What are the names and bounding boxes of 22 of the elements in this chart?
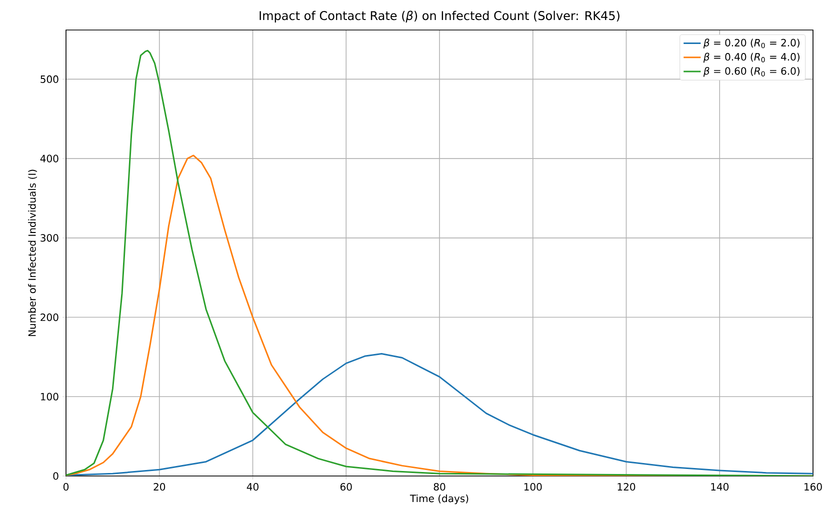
y-tick-label: 400 [40, 154, 58, 162]
legend-label: β = 0.40 (R$_{0}$ = 4.0) [703, 52, 800, 63]
x-tick-label: 100 [524, 483, 542, 491]
legend-label: β = 0.60 (R$_{0}$ = 6.0) [703, 66, 800, 77]
y-tick-label: 300 [40, 234, 58, 242]
chart-title: Impact of Contact Rate (β) on Infected Count (Solver: RK45) [260, 10, 620, 22]
x-tick-label: 60 [340, 483, 352, 491]
x-tick-label: 0 [63, 483, 69, 491]
y-tick-label: 0 [53, 472, 58, 480]
x-tick-label: 40 [246, 483, 258, 491]
y-tick-label: 100 [40, 392, 58, 400]
y-tick-label: 500 [40, 75, 58, 83]
x-tick-label: 140 [711, 483, 729, 491]
y-axis-title: Number of Infected Individuals (I) [28, 170, 38, 336]
line-series [66, 353, 814, 476]
x-tick-label: 160 [804, 483, 822, 491]
legend-label: β = 0.20 (R$_{0}$ = 2.0) [703, 38, 800, 48]
x-tick-label: 80 [434, 483, 446, 491]
x-tick-label: 20 [154, 483, 166, 491]
x-axis-title: Time (days) [410, 494, 468, 504]
x-tick-label: 120 [618, 483, 636, 491]
y-tick-label: 200 [40, 313, 58, 322]
